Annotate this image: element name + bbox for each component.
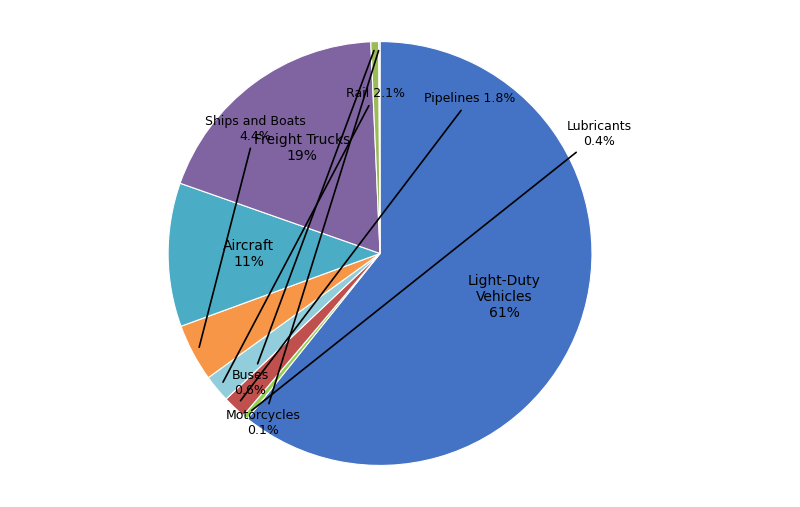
Text: Ships and Boats
4.4%: Ships and Boats 4.4% [199,115,306,347]
Wedge shape [181,254,380,378]
Wedge shape [226,254,380,415]
Text: Aircraft
11%: Aircraft 11% [223,239,274,269]
Text: Buses
0.6%: Buses 0.6% [232,51,374,397]
Text: Freight Trucks
19%: Freight Trucks 19% [254,133,350,163]
Wedge shape [378,42,380,254]
Text: Pipelines 1.8%: Pipelines 1.8% [241,92,515,401]
Wedge shape [180,42,380,254]
Wedge shape [243,254,380,419]
Wedge shape [208,254,380,399]
Text: Light-Duty
Vehicles
61%: Light-Duty Vehicles 61% [467,274,541,320]
Text: Lubricants
0.4%: Lubricants 0.4% [252,120,632,411]
Wedge shape [247,42,592,465]
Text: Motorcycles
0.1%: Motorcycles 0.1% [226,51,378,437]
Text: Rail 2.1%: Rail 2.1% [223,87,405,382]
Wedge shape [168,183,380,327]
Wedge shape [370,42,380,254]
